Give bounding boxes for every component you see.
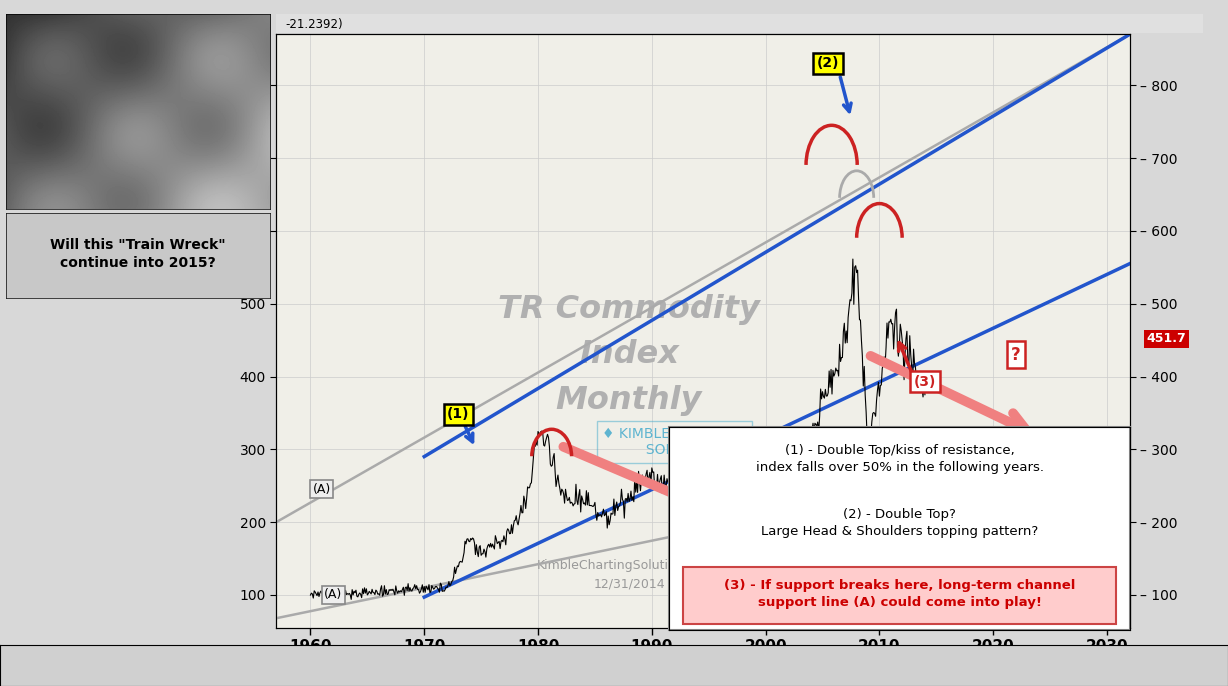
Text: (1): (1) xyxy=(447,407,469,421)
Text: KimbleChartingSolutions.com
12/31/2014: KimbleChartingSolutions.com 12/31/2014 xyxy=(537,559,721,590)
Text: -21.2392): -21.2392) xyxy=(286,18,343,31)
Text: Will this "Train Wreck"
continue into 2015?: Will this "Train Wreck" continue into 20… xyxy=(50,237,226,270)
Text: (A): (A) xyxy=(313,483,330,496)
Text: 451.7: 451.7 xyxy=(1147,332,1186,345)
Text: ?: ? xyxy=(1011,346,1020,364)
Text: TR Commodity
Index
Monthly: TR Commodity Index Monthly xyxy=(499,294,760,416)
FancyBboxPatch shape xyxy=(683,567,1116,624)
Text: (A): (A) xyxy=(324,589,343,602)
Text: (1) - Double Top/kiss of resistance,
index falls over 50% in the following years: (1) - Double Top/kiss of resistance, ind… xyxy=(755,444,1044,473)
Text: (3): (3) xyxy=(914,375,936,388)
Text: (3) - If support breaks here, long-term channel
support line (A) could come into: (3) - If support breaks here, long-term … xyxy=(723,580,1076,609)
Text: (2) - Double Top?
Large Head & Shoulders topping pattern?: (2) - Double Top? Large Head & Shoulders… xyxy=(761,508,1038,539)
Text: ♦ KIMBLE CHARTING
     SOLUTIONS: ♦ KIMBLE CHARTING SOLUTIONS xyxy=(603,427,747,457)
Text: (2): (2) xyxy=(817,56,840,71)
